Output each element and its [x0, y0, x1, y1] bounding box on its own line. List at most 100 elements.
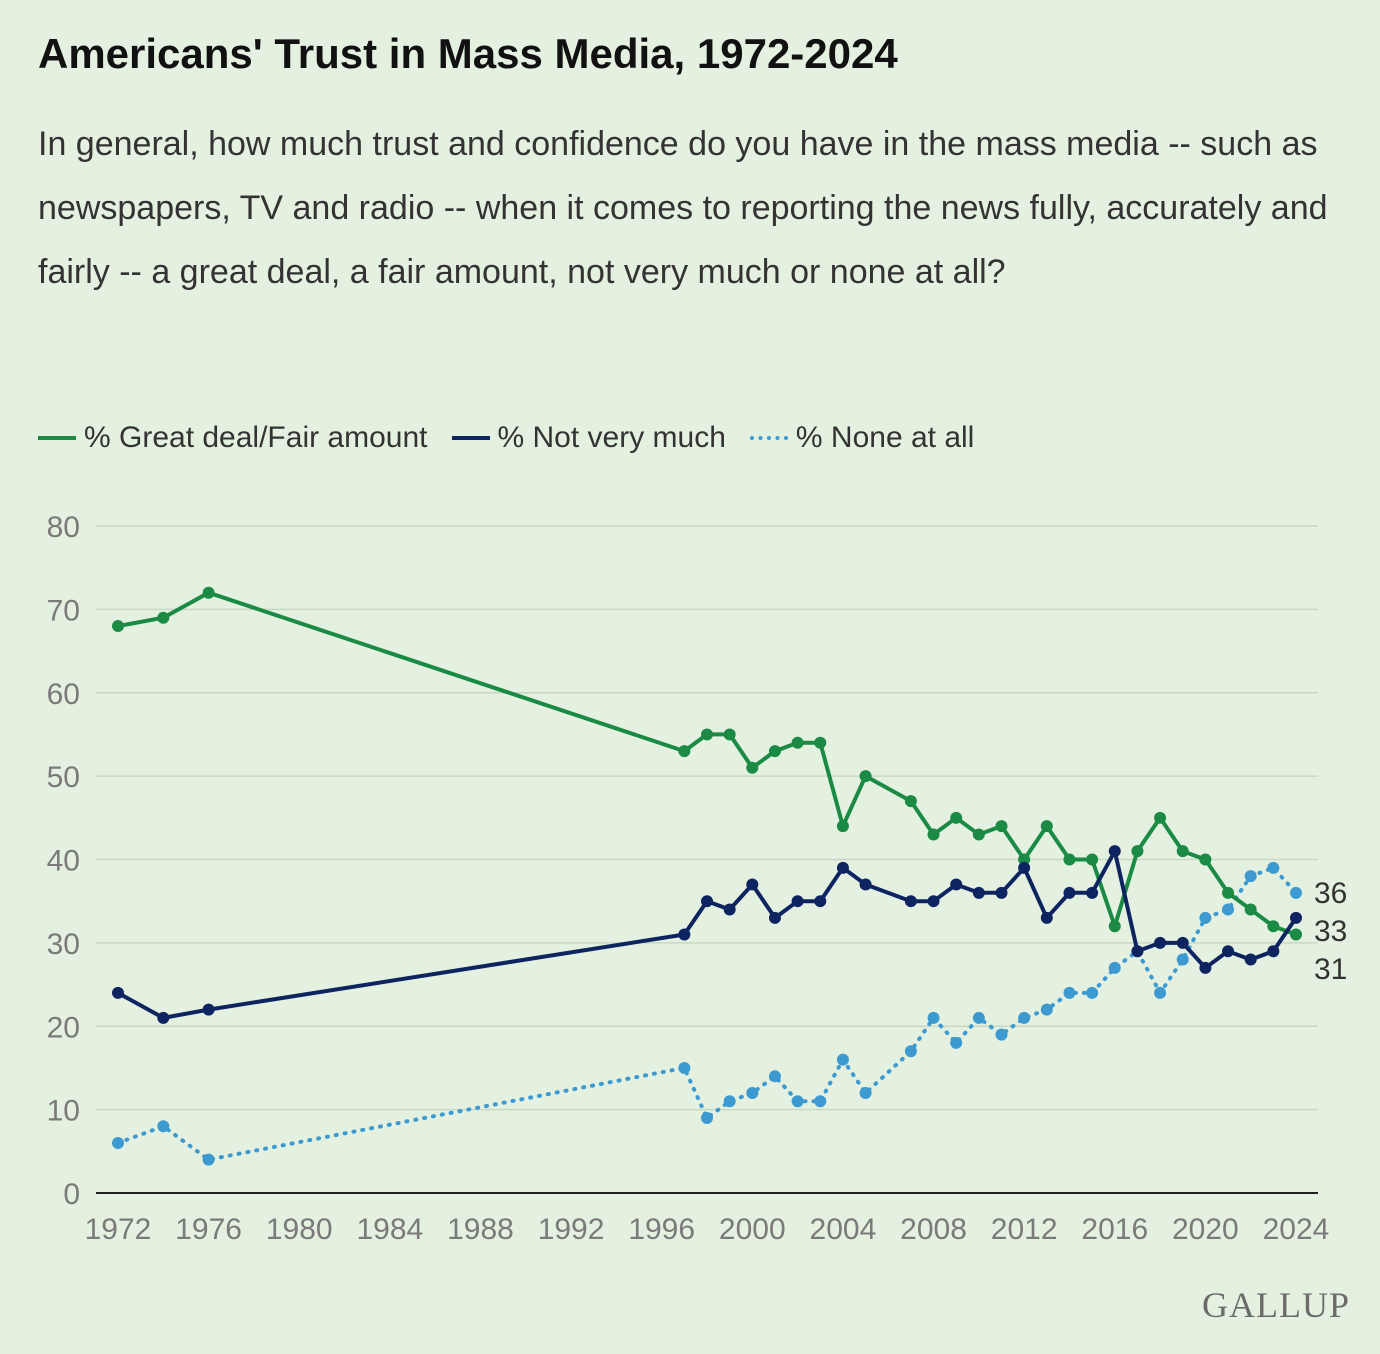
x-tick-label-1972: 1972	[85, 1213, 152, 1246]
series-not-very-much	[112, 845, 1302, 1024]
data-point-great-deal-fair-amount-2012	[1018, 853, 1031, 866]
data-point-none-at-all-2013	[1040, 1003, 1053, 1016]
data-point-none-at-all-2003	[814, 1095, 827, 1108]
data-point-not-very-much-1997	[678, 928, 691, 941]
data-point-great-deal-fair-amount-2003	[814, 736, 827, 749]
data-point-not-very-much-2008	[927, 895, 940, 908]
data-point-none-at-all-2019	[1176, 953, 1189, 966]
line-chart: 0 10 20 30 40 50 60 70 80 1972 1976 1980 1984 1988 199…	[47, 511, 1348, 1246]
data-point-not-very-much-2020	[1199, 961, 1212, 974]
data-point-none-at-all-2022	[1244, 870, 1257, 883]
x-tick-label-1976: 1976	[175, 1213, 242, 1246]
data-point-not-very-much-2016	[1108, 845, 1121, 858]
y-tick-label-20: 20	[47, 1011, 80, 1044]
data-point-not-very-much-1998	[701, 895, 713, 908]
data-point-none-at-all-2015	[1086, 986, 1099, 999]
data-point-none-at-all-1997	[678, 1061, 691, 1074]
x-tick-label-1996: 1996	[628, 1213, 695, 1246]
gallup-logo: GALLUP	[1202, 1285, 1350, 1325]
series-none-at-all	[112, 861, 1302, 1166]
data-point-great-deal-fair-amount-2010	[972, 828, 985, 841]
legend-item-not-very-much: % Not very much	[451, 421, 726, 455]
data-point-not-very-much-2004	[836, 861, 849, 874]
legend-swatch-great-deal	[38, 436, 76, 440]
x-tick-label-2000: 2000	[719, 1213, 786, 1246]
x-tick-label-1992: 1992	[538, 1213, 605, 1246]
end-label-great-deal-fair-amount: 31	[1314, 953, 1347, 986]
chart-subtitle: In general, how much trust and confidenc…	[38, 125, 1328, 291]
data-point-none-at-all-2010	[972, 1011, 985, 1024]
data-point-not-very-much-2001	[768, 911, 781, 924]
data-point-none-at-all-2008	[927, 1011, 940, 1024]
data-point-not-very-much-2005	[859, 878, 872, 891]
data-point-great-deal-fair-amount-2017	[1131, 845, 1144, 858]
data-point-not-very-much-2019	[1176, 936, 1189, 949]
x-tick-label-2008: 2008	[900, 1213, 967, 1246]
data-point-not-very-much-1976	[202, 1003, 215, 1016]
legend-item-none-at-all: % None at all	[749, 421, 975, 455]
axis-layer: 0 10 20 30 40 50 60 70 80 1972 1976 1980 1984 1988 199…	[47, 511, 1330, 1246]
data-point-not-very-much-2018	[1154, 936, 1167, 949]
data-point-great-deal-fair-amount-2013	[1040, 820, 1053, 833]
data-point-great-deal-fair-amount-2023	[1267, 920, 1280, 933]
legend-label-great-deal: % Great deal/Fair amount	[84, 421, 428, 454]
data-point-none-at-all-2023	[1267, 861, 1280, 874]
legend-label-none-at-all: % None at all	[795, 421, 975, 454]
data-point-not-very-much-2011	[995, 886, 1008, 899]
data-point-none-at-all-2001	[768, 1070, 781, 1083]
y-tick-label-70: 70	[47, 594, 80, 627]
data-point-not-very-much-2007	[904, 895, 917, 908]
data-point-none-at-all-2009	[950, 1036, 963, 1049]
x-tick-label-2016: 2016	[1081, 1213, 1148, 1246]
chart-title: Americans' Trust in Mass Media, 1972-202…	[38, 30, 898, 77]
series-line-not-very-much	[116, 849, 1298, 1020]
data-point-not-very-much-2015	[1086, 886, 1099, 899]
data-point-none-at-all-2005	[859, 1086, 872, 1099]
chart-legend: % Great deal/Fair amount % Not very much…	[38, 416, 998, 460]
data-point-none-at-all-2014	[1063, 986, 1076, 999]
data-point-none-at-all-1976	[202, 1153, 215, 1166]
x-tick-label-1984: 1984	[356, 1213, 423, 1246]
data-point-great-deal-fair-amount-1974	[157, 611, 170, 624]
data-point-not-very-much-2009	[950, 878, 963, 891]
y-tick-label-0: 0	[63, 1178, 80, 1211]
data-point-great-deal-fair-amount-2005	[859, 770, 872, 783]
data-point-great-deal-fair-amount-2020	[1199, 853, 1212, 866]
legend-swatch-none-at-all	[749, 436, 788, 440]
label-layer: 36 33 31	[1314, 877, 1347, 986]
data-point-great-deal-fair-amount-2011	[995, 820, 1008, 833]
data-point-not-very-much-2022	[1244, 953, 1257, 966]
data-point-none-at-all-1974	[157, 1120, 170, 1133]
end-label-none-at-all: 36	[1314, 877, 1347, 910]
x-tick-label-1980: 1980	[266, 1213, 333, 1246]
data-point-great-deal-fair-amount-1997	[678, 745, 691, 758]
data-point-great-deal-fair-amount-2007	[904, 795, 917, 808]
series-layer	[112, 586, 1302, 1166]
data-point-not-very-much-1974	[157, 1011, 170, 1024]
end-label-not-very-much: 33	[1314, 915, 1347, 948]
data-point-great-deal-fair-amount-2001	[768, 745, 781, 758]
data-point-not-very-much-2002	[791, 895, 804, 908]
data-point-great-deal-fair-amount-2009	[950, 811, 963, 824]
data-point-none-at-all-1972	[112, 1136, 124, 1149]
data-point-great-deal-fair-amount-2019	[1176, 845, 1189, 858]
data-point-none-at-all-2018	[1154, 986, 1167, 999]
y-tick-label-60: 60	[47, 678, 80, 711]
y-tick-label-50: 50	[47, 761, 80, 794]
data-point-none-at-all-2000	[746, 1086, 759, 1099]
data-point-not-very-much-1972	[112, 986, 124, 999]
x-tick-label-2024: 2024	[1263, 1213, 1330, 1246]
legend-swatch-not-very-much	[451, 436, 490, 440]
data-point-great-deal-fair-amount-2008	[927, 828, 940, 841]
data-point-none-at-all-2021	[1222, 903, 1235, 916]
data-point-great-deal-fair-amount-1972	[112, 620, 124, 633]
data-point-not-very-much-2010	[972, 886, 985, 899]
y-tick-label-40: 40	[47, 845, 80, 878]
grid-layer	[96, 525, 1318, 1111]
data-point-not-very-much-2024	[1290, 911, 1302, 924]
data-point-not-very-much-2014	[1063, 886, 1076, 899]
series-great-deal-fair-amount	[112, 586, 1302, 941]
data-point-none-at-all-2020	[1199, 911, 1212, 924]
y-tick-label-10: 10	[47, 1095, 80, 1128]
data-point-not-very-much-2000	[746, 878, 759, 891]
